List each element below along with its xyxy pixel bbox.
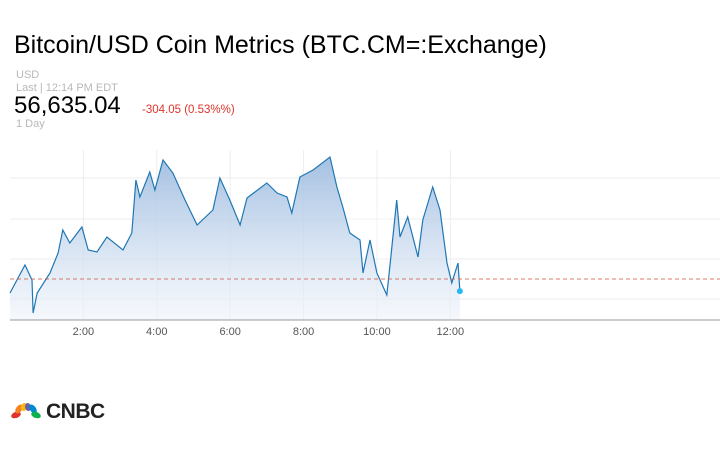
last-price-marker xyxy=(456,288,463,295)
x-tick-label: 4:00 xyxy=(146,326,167,338)
x-tick-label: 10:00 xyxy=(363,326,391,338)
last-updated: Last | 12:14 PM EDT xyxy=(16,82,118,94)
currency-label: USD xyxy=(16,69,40,81)
x-tick-label: 2:00 xyxy=(73,326,94,338)
cnbc-logo-text: CNBC xyxy=(46,400,105,423)
page-title: Bitcoin/USD Coin Metrics (BTC.CM=:Exchan… xyxy=(14,31,547,59)
price-line xyxy=(9,155,461,314)
price-chart: 2:00 4:00 6:00 8:00 10:00 12:00 xyxy=(9,150,720,338)
peacock-icon xyxy=(11,403,41,423)
cnbc-logo: CNBC xyxy=(10,400,105,424)
x-tick-label: 8:00 xyxy=(293,326,314,338)
x-tick-label: 12:00 xyxy=(437,326,465,338)
last-price: 56,635.04 xyxy=(14,92,121,119)
x-tick-label: 6:00 xyxy=(219,326,240,338)
price-change: -304.05 (0.53%%) xyxy=(142,104,235,116)
range-label: 1 Day xyxy=(16,118,45,130)
